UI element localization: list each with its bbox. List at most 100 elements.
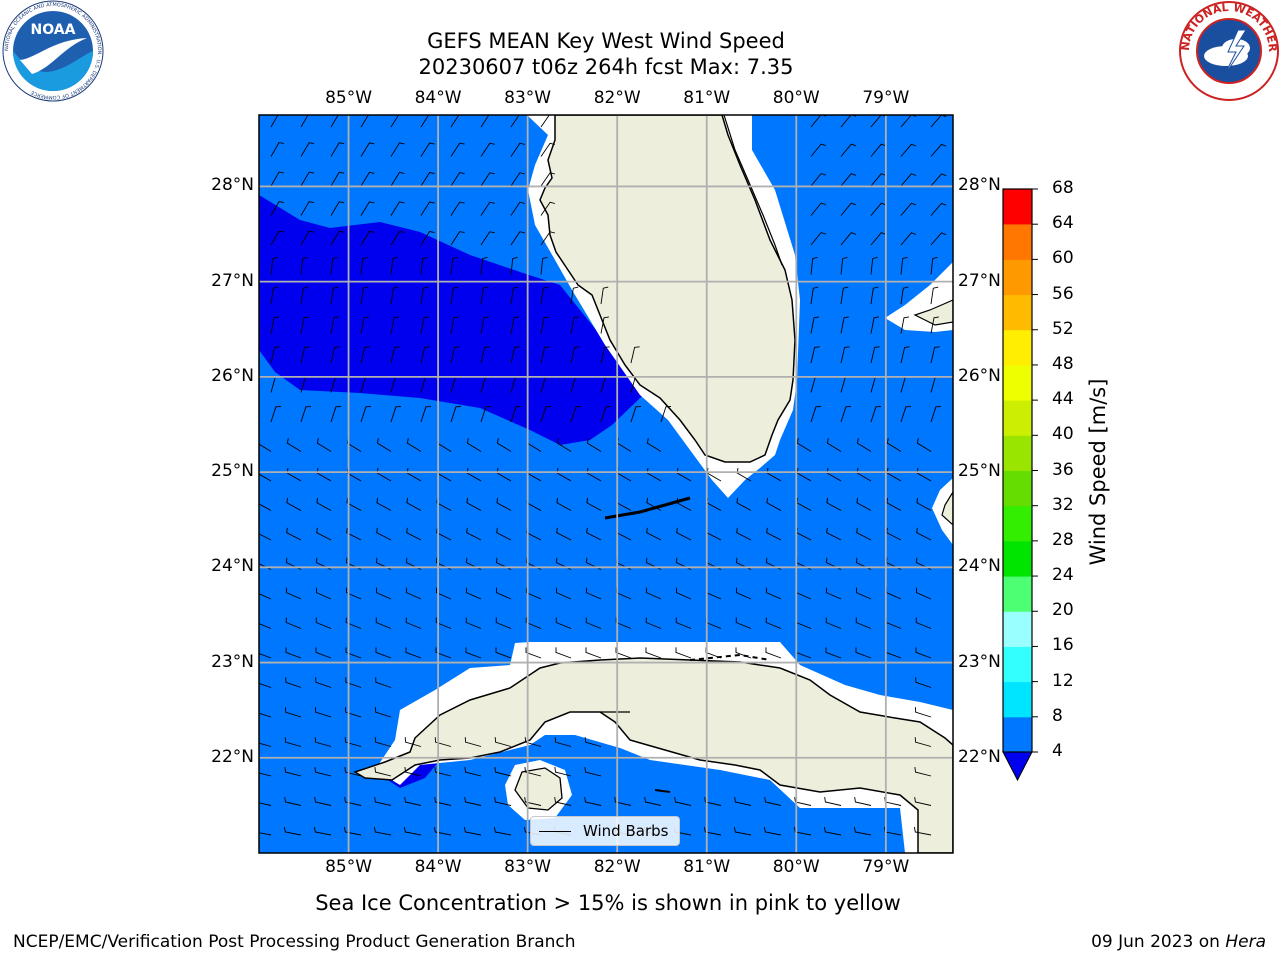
wind-barb xyxy=(343,826,362,836)
wind-barb xyxy=(270,346,280,364)
wind-barb xyxy=(344,707,362,718)
colorbar-segment xyxy=(1003,646,1032,683)
wind-barb xyxy=(420,171,435,187)
wind-barb xyxy=(556,467,572,482)
wind-barb xyxy=(284,737,302,747)
wind-barb xyxy=(736,467,752,482)
wind-barb xyxy=(434,797,452,806)
wind-barb xyxy=(259,533,272,541)
wind-barb xyxy=(840,115,857,128)
colorbar-segment xyxy=(1003,259,1032,296)
wind-barb xyxy=(404,797,422,806)
latitude-label-left: 27°N xyxy=(211,270,254,291)
wind-barb xyxy=(390,201,405,216)
wind-barb xyxy=(420,286,429,305)
wind-barb xyxy=(826,438,842,452)
wind-barb xyxy=(259,772,272,777)
wind-barb xyxy=(555,617,572,629)
florida-coast-detail xyxy=(723,115,783,266)
wind-barb xyxy=(510,256,518,275)
colorbar-tick-label: 20 xyxy=(1052,600,1074,621)
wind-barb xyxy=(314,737,332,747)
wind-barb xyxy=(570,286,579,305)
latitude-label-right: 28°N xyxy=(958,175,1001,196)
wind-barb xyxy=(840,232,857,246)
legend-barb-line xyxy=(539,831,571,832)
wind-barb xyxy=(810,316,819,334)
wind-barb xyxy=(345,587,362,600)
colorbar-tick-label: 16 xyxy=(1052,635,1074,656)
wind-barb xyxy=(870,143,887,157)
wind-barb xyxy=(826,497,842,511)
wind-barb xyxy=(480,346,490,364)
bahamas-land xyxy=(913,299,953,326)
wind-barb xyxy=(390,142,405,157)
wind-barb xyxy=(540,256,548,275)
wind-barb xyxy=(435,647,452,659)
colorbar-tick-label: 44 xyxy=(1052,389,1074,410)
wind-barb xyxy=(554,737,572,747)
wind-barb xyxy=(406,527,422,541)
wind-barb xyxy=(766,497,782,511)
wind-barb xyxy=(540,316,549,334)
wind-barb xyxy=(420,346,430,364)
wind-barb xyxy=(344,767,362,777)
wind-barb xyxy=(420,142,435,157)
wind-barb xyxy=(330,171,345,187)
wind-barb xyxy=(733,826,752,836)
wind-barb xyxy=(405,587,422,600)
wind-barb xyxy=(630,406,641,423)
longitude-label-top: 84°W xyxy=(414,88,462,108)
wind-barb xyxy=(540,346,550,364)
colorbar-segment xyxy=(1003,400,1032,436)
wind-barb xyxy=(886,497,902,511)
colorbar-segment xyxy=(1003,294,1032,331)
wind-barb xyxy=(540,172,556,187)
longitude-label-top: 79°W xyxy=(862,88,910,108)
wind-barb xyxy=(270,115,279,128)
wind-barb xyxy=(480,172,495,187)
wind-barb xyxy=(376,497,392,511)
wind-barb xyxy=(450,256,458,275)
wind-barb xyxy=(374,797,392,806)
wind-barb xyxy=(853,826,872,836)
wind-barb xyxy=(915,587,932,600)
wind-barb xyxy=(344,737,362,747)
wind-barb xyxy=(360,316,369,334)
wind-barb xyxy=(314,767,332,777)
graticule xyxy=(259,115,953,853)
longitude-label-top: 81°W xyxy=(683,88,731,108)
longitude-label-bottom: 80°W xyxy=(772,857,820,877)
wind-barb xyxy=(285,677,302,688)
wind-barb xyxy=(450,231,465,246)
longitude-label-bottom: 81°W xyxy=(683,857,731,877)
wind-barb xyxy=(646,438,662,452)
wind-barb xyxy=(493,826,512,836)
wind-barb xyxy=(375,617,392,629)
wind-barb xyxy=(570,316,579,334)
wind-barb xyxy=(480,231,495,246)
wind-barb xyxy=(600,406,611,423)
wind-barb xyxy=(345,647,362,659)
wind-barb xyxy=(360,346,370,364)
wind-barb xyxy=(856,467,872,482)
wind-barb xyxy=(930,115,947,128)
wind-barb xyxy=(614,797,632,806)
wind-barb xyxy=(450,286,459,305)
colorbar-tick-label: 28 xyxy=(1052,529,1074,550)
wind-barb xyxy=(916,438,932,452)
wind-barb xyxy=(405,647,422,659)
wind-barb xyxy=(900,173,917,187)
wind-barb xyxy=(913,826,932,836)
wind-barb xyxy=(330,346,340,364)
wind-barb xyxy=(600,316,609,334)
wind-barb xyxy=(420,406,431,423)
wind-barb xyxy=(796,467,812,482)
wind-barb xyxy=(540,142,556,157)
footer-host: Hera xyxy=(1225,932,1266,952)
wind-barb xyxy=(284,797,302,806)
wind-barb xyxy=(420,201,435,216)
wind-barb xyxy=(495,617,512,629)
colorbar-tick-label: 56 xyxy=(1052,283,1074,304)
